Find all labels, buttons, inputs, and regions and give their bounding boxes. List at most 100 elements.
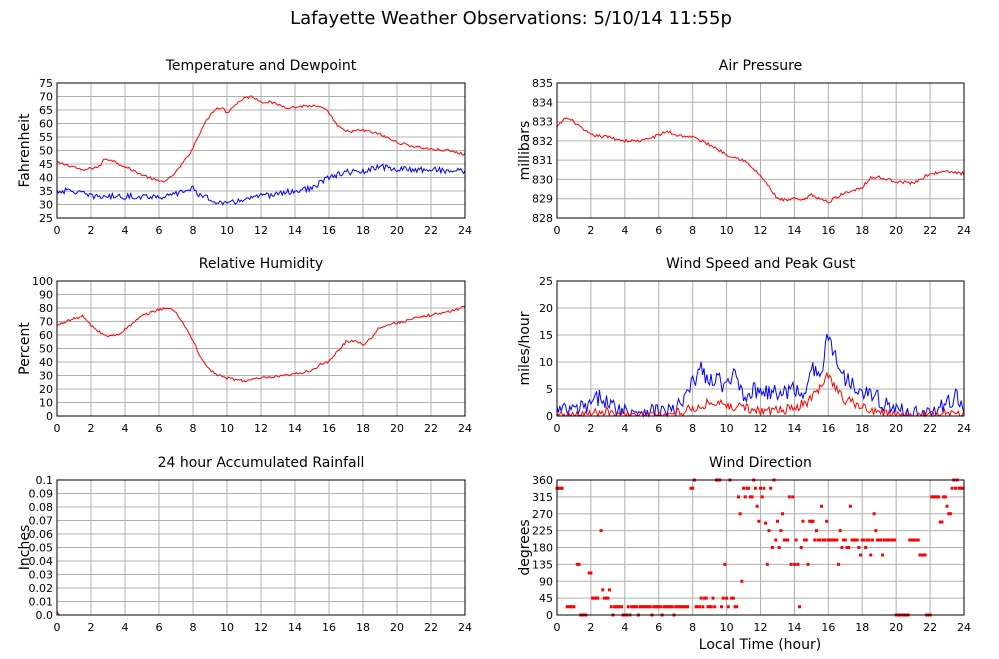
series-line (556, 333, 965, 418)
x-tick-label: 2 (88, 621, 95, 634)
x-tick-label: 16 (322, 224, 336, 237)
x-tick-label: 18 (356, 621, 370, 634)
data-point (709, 605, 713, 609)
y-tick-label: 10 (39, 397, 53, 410)
data-point (630, 605, 634, 609)
y-tick-label: 360 (532, 474, 553, 487)
y-axis-label: Percent (17, 322, 33, 375)
x-tick-label: 12 (754, 422, 768, 435)
data-point (869, 553, 873, 557)
data-point (743, 495, 747, 499)
y-tick-label: 45 (39, 158, 53, 171)
data-point (909, 538, 913, 542)
y-axis-label: Inches (17, 525, 33, 570)
data-point (599, 529, 603, 533)
x-tick-label: 4 (122, 224, 129, 237)
x-tick-label: 12 (254, 422, 268, 435)
data-point (818, 538, 822, 542)
y-tick-label: 55 (39, 131, 53, 144)
data-point (713, 605, 717, 609)
data-point (848, 504, 852, 508)
y-tick-label: 180 (532, 542, 553, 555)
data-point (803, 538, 807, 542)
y-tick-label: 80 (39, 302, 53, 315)
y-tick-label: 225 (532, 525, 553, 538)
x-tick-label: 4 (122, 621, 129, 634)
y-tick-label: 135 (532, 558, 553, 571)
chart-title: Relative Humidity (199, 256, 323, 272)
data-point (708, 605, 712, 609)
data-point (570, 605, 574, 609)
x-tick-label: 0 (554, 621, 561, 634)
data-point (891, 538, 895, 542)
data-point (816, 538, 820, 542)
data-point (831, 538, 835, 542)
data-point (915, 538, 919, 542)
y-tick-label: 829 (532, 193, 553, 206)
x-tick-label: 14 (787, 621, 801, 634)
data-point (609, 605, 613, 609)
data-point (703, 596, 707, 600)
plot-frame (556, 82, 965, 219)
data-point (735, 605, 739, 609)
x-tick-label: 6 (655, 224, 662, 237)
data-point (943, 495, 947, 499)
data-point (662, 605, 666, 609)
x-tick-label: 24 (957, 422, 971, 435)
x-tick-label: 10 (720, 224, 734, 237)
chart-title: Temperature and Dewpoint (165, 58, 357, 74)
y-axis-label: Fahrenheit (17, 113, 33, 188)
x-tick-label: 2 (587, 224, 594, 237)
x-tick-label: 8 (190, 224, 197, 237)
data-point (948, 512, 952, 516)
data-point (887, 538, 891, 542)
data-point (757, 519, 761, 523)
data-point (740, 579, 744, 583)
data-point (557, 486, 561, 490)
data-point (957, 486, 961, 490)
data-point (682, 605, 686, 609)
y-tick-label: 5 (546, 383, 553, 396)
x-tick-label: 16 (821, 621, 835, 634)
x-tick-label: 0 (54, 422, 61, 435)
data-point (686, 605, 690, 609)
data-point (759, 486, 762, 490)
x-tick-label: 16 (821, 224, 835, 237)
x-tick-label: 0 (54, 224, 61, 237)
data-point (691, 486, 695, 490)
data-point (923, 553, 927, 557)
data-point (886, 538, 890, 542)
x-tick-label: 16 (322, 422, 336, 435)
page-title: Lafayette Weather Observations: 5/10/14 … (290, 8, 732, 29)
data-point (652, 605, 656, 609)
data-point (828, 538, 832, 542)
data-point (592, 596, 596, 600)
data-point (730, 596, 734, 600)
data-point (679, 605, 683, 609)
y-axis-label: miles/hour (517, 311, 533, 385)
data-point (808, 519, 812, 523)
x-tick-label: 14 (288, 224, 302, 237)
data-point (626, 605, 630, 609)
data-point (777, 546, 781, 549)
data-point (892, 538, 896, 542)
data-point (833, 538, 837, 542)
plot-frame (56, 82, 466, 219)
data-point (842, 538, 846, 542)
data-point (908, 538, 912, 542)
y-tick-label: 0.0 (36, 609, 54, 622)
data-point (577, 562, 581, 566)
data-point (769, 486, 773, 490)
data-point (843, 538, 847, 542)
data-point (601, 588, 605, 592)
data-point (747, 486, 751, 490)
data-point (809, 519, 813, 523)
data-point (960, 486, 964, 490)
data-point (782, 538, 786, 542)
x-tick-label: 22 (424, 422, 438, 435)
x-tick-label: 14 (288, 621, 302, 634)
data-point (847, 546, 851, 549)
y-axis-label: millibars (517, 121, 533, 181)
